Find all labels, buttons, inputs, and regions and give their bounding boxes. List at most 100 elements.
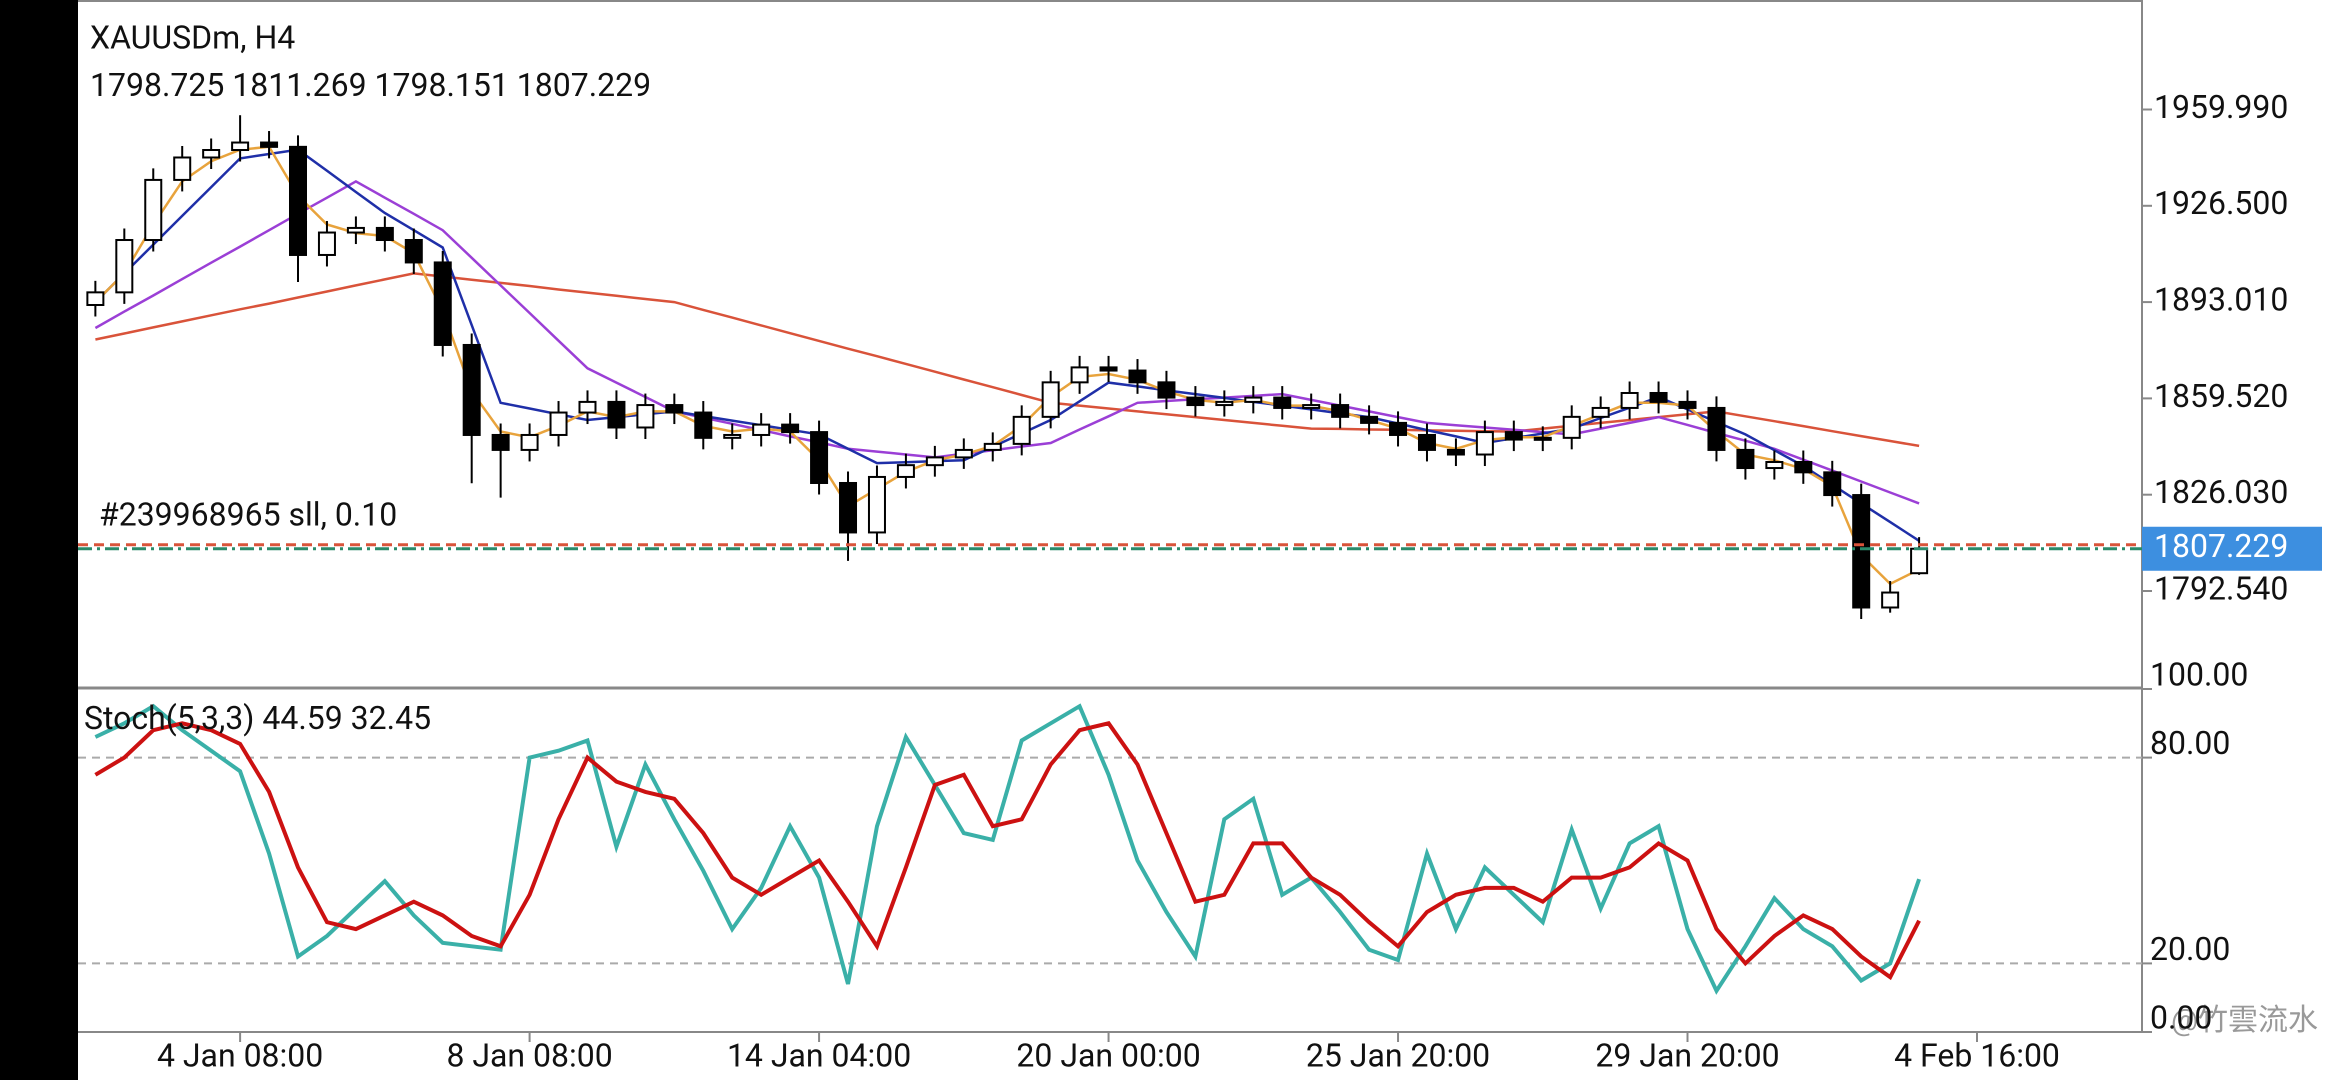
candle-body xyxy=(202,149,221,159)
candle-body xyxy=(578,400,597,414)
y-tick-label: 0.00 xyxy=(2150,998,2212,1036)
y-tick-label: 1959.990 xyxy=(2154,88,2288,126)
price-plot xyxy=(78,115,2142,619)
y-tick-label: 1893.010 xyxy=(2154,281,2288,319)
candle-body xyxy=(1215,400,1234,407)
candle-body xyxy=(1794,460,1813,474)
candle-body xyxy=(173,156,192,181)
candle-body xyxy=(839,481,858,534)
candle-body xyxy=(896,464,915,478)
candle-body xyxy=(433,261,452,346)
candle-body xyxy=(317,231,336,256)
y-tick-label: 1826.030 xyxy=(2154,473,2288,511)
labels: XAUUSDm, H4 1798.725 1811.269 1798.151 1… xyxy=(84,18,2322,1074)
candle-body xyxy=(1012,415,1031,445)
candle-body xyxy=(1765,460,1784,470)
candle-body xyxy=(1041,381,1060,418)
candle-body xyxy=(1881,591,1900,609)
low: 1798.151 xyxy=(375,66,509,104)
y-tick-label: 1859.520 xyxy=(2154,377,2288,415)
left-bar xyxy=(0,0,78,1080)
candle-body xyxy=(1128,369,1147,384)
stoch-line xyxy=(94,721,1921,981)
candle-body xyxy=(1736,448,1755,470)
candle-body xyxy=(1533,436,1552,441)
x-tick-label: 25 Jan 20:00 xyxy=(1306,1036,1490,1074)
candle-body xyxy=(491,433,510,451)
y-tick-label: 100.00 xyxy=(2150,655,2248,693)
candle-body xyxy=(1649,391,1668,403)
candle-body xyxy=(520,433,539,451)
candle-body xyxy=(1244,396,1263,403)
candle-body xyxy=(1620,391,1639,409)
high: 1811.269 xyxy=(232,66,366,104)
moving-average xyxy=(94,145,1920,586)
stoch-plot xyxy=(78,703,2142,995)
order-label: #239968965 sll, 0.10 xyxy=(99,495,397,533)
candle-body xyxy=(983,442,1002,451)
open: 1798.725 xyxy=(90,66,224,104)
stoch-title: Stoch(5,3,3) xyxy=(84,699,254,737)
moving-average xyxy=(95,272,1920,448)
candle-body xyxy=(462,343,481,436)
candle-body xyxy=(1302,404,1321,409)
stoch-line xyxy=(94,703,1921,995)
candle-body xyxy=(1331,404,1350,418)
candle-body xyxy=(1099,366,1118,372)
candle-body xyxy=(810,431,829,484)
price-box-label: 1807.229 xyxy=(2154,527,2288,565)
watermark: @竹雲流水 xyxy=(2171,1003,2318,1038)
x-tick-label: 14 Jan 04:00 xyxy=(727,1036,911,1074)
candle-body xyxy=(549,411,568,436)
candle-body xyxy=(346,226,365,234)
candle-body xyxy=(723,433,742,439)
candle-body xyxy=(1446,448,1465,456)
candle-body xyxy=(1186,396,1205,407)
candle-body xyxy=(260,141,279,148)
stoch-header: Stoch(5,3,3) 44.59 32.45 xyxy=(84,699,431,737)
candle-body xyxy=(752,423,771,436)
y-tick-label: 1926.500 xyxy=(2154,184,2288,222)
candle-body xyxy=(1070,366,1089,384)
y-tick-label: 20.00 xyxy=(2150,930,2230,968)
candle-body xyxy=(1504,431,1523,441)
candle-body xyxy=(1707,406,1726,451)
symbol-title: XAUUSDm, H4 xyxy=(90,18,295,56)
y-tick-label: 80.00 xyxy=(2150,724,2230,762)
x-tick-label: 20 Jan 00:00 xyxy=(1016,1036,1200,1074)
moving-average xyxy=(94,179,1920,505)
x-tick-label: 4 Jan 08:00 xyxy=(157,1036,323,1074)
price-box xyxy=(2142,526,2322,571)
candle-body xyxy=(1910,547,1929,575)
candle-body xyxy=(781,423,800,434)
candle-body xyxy=(1678,400,1697,409)
candle-body xyxy=(1562,415,1581,439)
candle-body xyxy=(1389,421,1408,436)
candle-body xyxy=(144,178,163,242)
candle-body xyxy=(607,400,626,429)
candle-body xyxy=(1852,494,1871,609)
candle-body xyxy=(289,145,308,256)
candle-body xyxy=(954,448,973,459)
candle-body xyxy=(1417,433,1436,451)
candle-body xyxy=(665,404,684,414)
candle-body xyxy=(867,475,886,534)
x-tick-label: 8 Jan 08:00 xyxy=(446,1036,612,1074)
candle-body xyxy=(1823,471,1842,497)
candle-body xyxy=(404,239,423,264)
candle-body xyxy=(636,404,655,429)
moving-average xyxy=(94,148,1920,542)
candle-body xyxy=(694,411,713,439)
candle-body xyxy=(115,239,134,294)
candle-body xyxy=(1360,415,1379,424)
candle-body xyxy=(925,456,944,467)
candle-body xyxy=(231,141,250,152)
candle-body xyxy=(1591,406,1610,418)
y-tick-label: 1792.540 xyxy=(2154,569,2288,607)
candle-body xyxy=(1475,431,1494,456)
candle-body xyxy=(86,291,105,306)
candle-body xyxy=(1157,381,1176,399)
stoch-d: 32.45 xyxy=(351,699,431,737)
stoch-k: 44.59 xyxy=(262,699,342,737)
ohlc-header: 1798.725 1811.269 1798.151 1807.229 xyxy=(90,66,651,104)
